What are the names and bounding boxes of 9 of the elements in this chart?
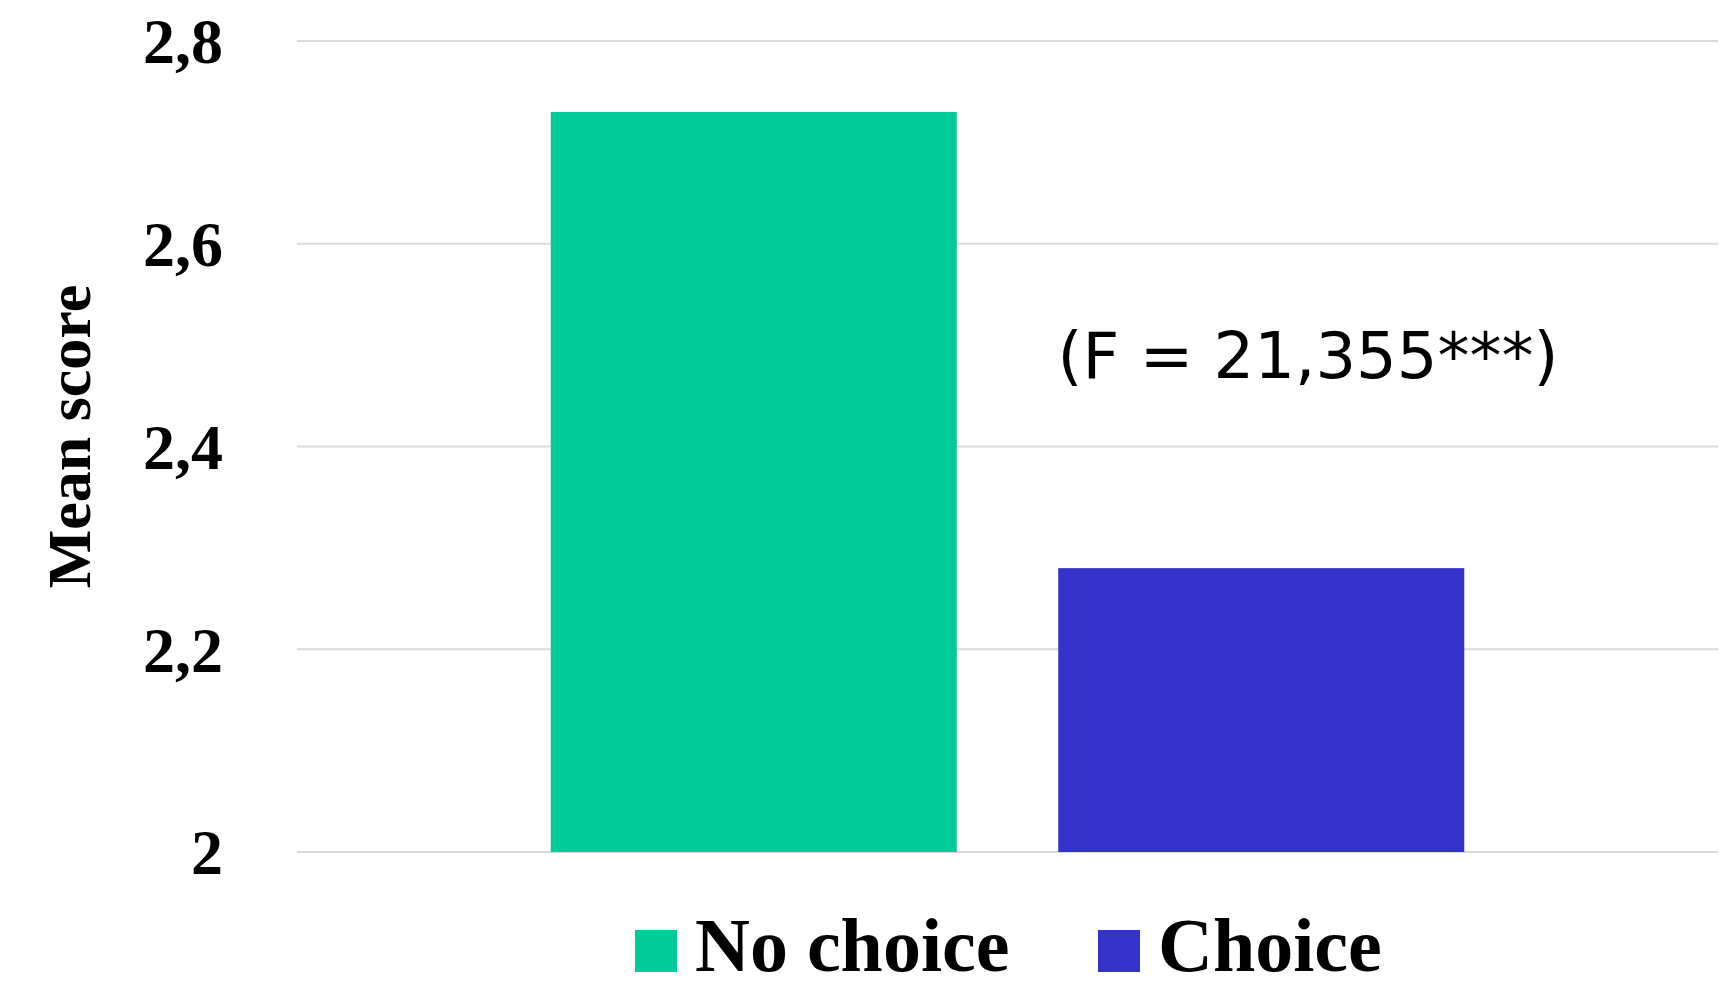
- y-tick-label: 2,2: [143, 614, 223, 686]
- y-tick-label: 2,4: [143, 411, 223, 483]
- y-axis-title: Mean score: [35, 284, 103, 589]
- annotation: (F = 21,355***): [1057, 319, 1559, 393]
- y-tick-label: 2,8: [143, 6, 223, 78]
- y-tick-label: 2,6: [143, 209, 223, 281]
- legend-label: No choice: [695, 902, 1010, 987]
- y-tick-label: 2: [191, 817, 223, 889]
- legend-label: Choice: [1158, 902, 1382, 987]
